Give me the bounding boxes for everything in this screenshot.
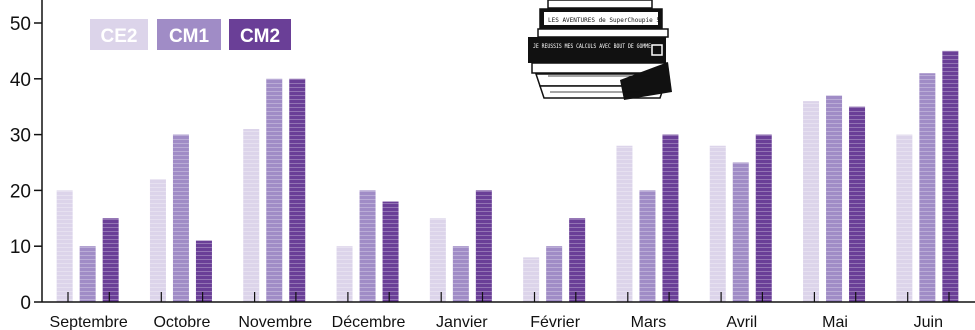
bar-texture [523, 257, 540, 302]
bar-texture [709, 145, 726, 302]
book-stack-illustration: LES AVENTURES de SuperChoupie 5 JE REUSS… [528, 0, 672, 100]
bar-texture [359, 190, 376, 302]
bar-texture [79, 246, 96, 302]
bar-texture [336, 246, 353, 302]
bar-texture [896, 134, 913, 302]
legend-swatch-ce2 [90, 19, 148, 50]
bar-texture [172, 134, 189, 302]
x-category-label: Décembre [332, 314, 406, 330]
x-axis-labels: Septembre Octobre Novembre Décembre Janvier F… [50, 314, 944, 330]
bar-texture [429, 218, 446, 302]
y-tick-label: 50 [10, 14, 31, 35]
bar-texture [289, 78, 306, 302]
bar-texture [639, 190, 656, 302]
bar-texture [732, 162, 749, 302]
y-axis: 0 10 20 30 40 50 [10, 0, 43, 314]
x-axis [42, 292, 975, 303]
y-tick-label: 30 [10, 126, 31, 147]
y-tick-label: 40 [10, 70, 31, 91]
bar-texture [475, 190, 492, 302]
bar-texture [452, 246, 469, 302]
bar-texture [546, 246, 563, 302]
bar-texture [616, 145, 633, 302]
bar-texture [803, 101, 820, 303]
bar-texture [662, 134, 679, 302]
x-category-label: Mars [631, 314, 667, 330]
x-category-label: Janvier [436, 314, 488, 330]
bar-texture [149, 179, 166, 302]
bar-texture [102, 218, 119, 302]
book-title-2: JE REUSSIS MES CALCULS AVEC BOUT DE GOMM… [533, 43, 651, 50]
legend-swatch-cm2 [229, 19, 291, 50]
x-category-label: Février [530, 314, 580, 330]
y-tick-label: 0 [20, 293, 31, 314]
bar-texture [195, 240, 212, 302]
legend-swatch-cm1 [157, 19, 221, 50]
bar-texture [755, 134, 772, 302]
x-category-label: Mai [822, 314, 848, 330]
x-category-label: Novembre [238, 314, 312, 330]
bar-texture [243, 129, 260, 302]
y-tick-label: 10 [10, 237, 31, 258]
x-category-label: Juin [914, 314, 943, 330]
bar-texture [382, 201, 399, 302]
bar-texture [919, 73, 936, 302]
book-title-1: LES AVENTURES de SuperChoupie 5 [548, 17, 660, 24]
bars-group [56, 50, 959, 303]
bar-texture [266, 78, 283, 302]
y-tick-label: 20 [10, 181, 31, 202]
bar-texture [826, 95, 843, 302]
legend-label-cm2: CM2 [240, 26, 280, 47]
legend: CE2 CM1 CM2 [90, 19, 291, 50]
bar-texture [56, 190, 73, 302]
bar-texture [942, 50, 959, 303]
x-category-label: Septembre [50, 314, 128, 330]
x-category-label: Avril [726, 314, 757, 330]
bar-texture [569, 218, 586, 302]
x-category-label: Octobre [153, 314, 210, 330]
legend-label-ce2: CE2 [101, 26, 138, 47]
legend-label-cm1: CM1 [169, 26, 210, 47]
bar-texture [849, 106, 866, 302]
